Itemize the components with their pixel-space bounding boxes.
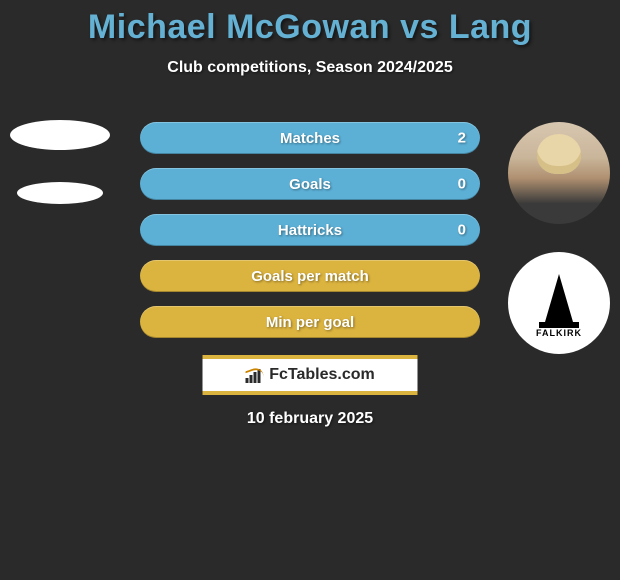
page-title: Michael McGowan vs Lang bbox=[0, 0, 620, 47]
left-player-placeholder bbox=[10, 120, 110, 204]
right-club-logo: FALKIRK bbox=[508, 252, 610, 354]
stat-label: Goals bbox=[289, 176, 331, 193]
right-player-column: FALKIRK bbox=[508, 122, 610, 354]
brand-box: FcTables.com bbox=[203, 355, 418, 395]
left-player-photo-placeholder bbox=[10, 120, 110, 150]
right-player-photo bbox=[508, 122, 610, 224]
stat-value: 2 bbox=[458, 130, 466, 147]
stat-value: 0 bbox=[458, 176, 466, 193]
stat-label: Matches bbox=[280, 130, 340, 147]
stat-bar-goals-per-match: Goals per match bbox=[140, 260, 480, 292]
stat-value: 0 bbox=[458, 222, 466, 239]
stat-bars: Matches 2 Goals 0 Hattricks 0 Goals per match M… bbox=[140, 122, 480, 338]
stat-label: Hattricks bbox=[278, 222, 342, 239]
brand-chart-icon bbox=[245, 367, 265, 383]
stat-bar-matches: Matches 2 bbox=[140, 122, 480, 154]
brand-text: FcTables.com bbox=[269, 366, 375, 384]
club-name: FALKIRK bbox=[524, 328, 594, 338]
stat-bar-hattricks: Hattricks 0 bbox=[140, 214, 480, 246]
left-club-logo-placeholder bbox=[17, 182, 103, 204]
stat-bar-goals: Goals 0 bbox=[140, 168, 480, 200]
footer-date: 10 february 2025 bbox=[0, 410, 620, 428]
page-subtitle: Club competitions, Season 2024/2025 bbox=[0, 59, 620, 77]
stat-label: Min per goal bbox=[266, 314, 354, 331]
club-badge-icon: FALKIRK bbox=[524, 268, 594, 338]
stat-label: Goals per match bbox=[251, 268, 369, 285]
stat-bar-min-per-goal: Min per goal bbox=[140, 306, 480, 338]
